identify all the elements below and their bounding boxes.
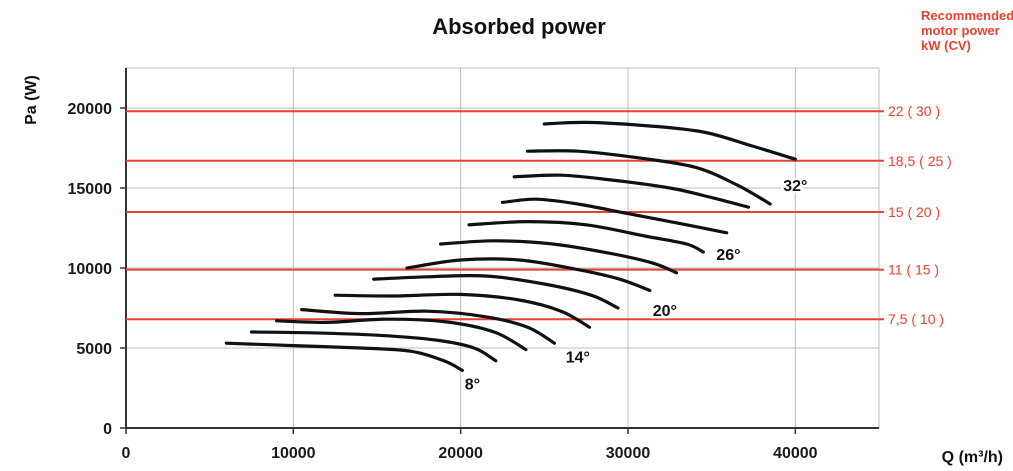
y-tick-label: 0 <box>103 421 112 438</box>
x-tick-label: 30000 <box>606 445 651 462</box>
power-curve-6 <box>372 273 620 310</box>
right-axis-title-line-3: kW (CV) <box>921 38 971 53</box>
gridlines <box>126 67 880 428</box>
power-curve-9 <box>467 220 705 254</box>
blade-angle-label: 26° <box>716 247 740 264</box>
y-tick-label: 15000 <box>68 181 113 198</box>
x-tick-label: 0 <box>122 445 131 462</box>
axes: 0 10000 20000 30000 40000 0 5000 10000 15000 2000… <box>68 68 879 462</box>
blade-angle-label: 32° <box>783 178 807 195</box>
y-tick-label: 5000 <box>76 341 112 358</box>
power-curve-12 <box>526 149 772 206</box>
chart-title: Absorbed power <box>432 14 606 39</box>
right-axis-title-line-2: motor power <box>921 23 1000 38</box>
power-curve-3 <box>275 317 528 352</box>
motor-power-label: 22 ( 30 ) <box>888 103 940 119</box>
power-curve-5 <box>333 292 592 329</box>
blade-angle-labels: 8° 14° 20° 26° 32° <box>462 176 810 396</box>
x-tick-label: 20000 <box>438 445 483 462</box>
power-curve-4 <box>300 308 556 345</box>
power-curve-7 <box>405 257 652 292</box>
power-curve-10 <box>500 197 729 235</box>
motor-power-label: 15 ( 20 ) <box>888 204 940 220</box>
y-tick-label: 10000 <box>68 261 113 278</box>
motor-power-label: 11 ( 15 ) <box>888 262 939 278</box>
x-tick-label: 10000 <box>271 445 316 462</box>
y-tick-label: 20000 <box>68 101 113 118</box>
blade-angle-label: 20° <box>653 303 677 320</box>
motor-power-label: 7,5 ( 10 ) <box>888 311 944 327</box>
power-curve-2 <box>249 330 498 363</box>
power-curve-8 <box>439 239 679 275</box>
motor-power-lines: 7,5 ( 10 ) 11 ( 15 ) 15 ( 20 ) 18,5 ( 25 ) 2… <box>126 103 952 327</box>
power-curve-1 <box>224 341 464 372</box>
y-axis-label: Pa (W) <box>23 75 40 125</box>
power-curves <box>224 120 797 372</box>
right-axis-title-line-1: Recommended <box>921 8 1013 23</box>
power-curve-11 <box>512 173 751 209</box>
blade-angle-label: 8° <box>465 377 480 394</box>
blade-angle-label: 14° <box>566 349 590 366</box>
motor-power-label: 18,5 ( 25 ) <box>888 153 952 169</box>
power-curve-13 <box>542 120 797 161</box>
x-axis-label: Q (m³/h) <box>942 449 1003 466</box>
x-tick-label: 40000 <box>773 445 818 462</box>
